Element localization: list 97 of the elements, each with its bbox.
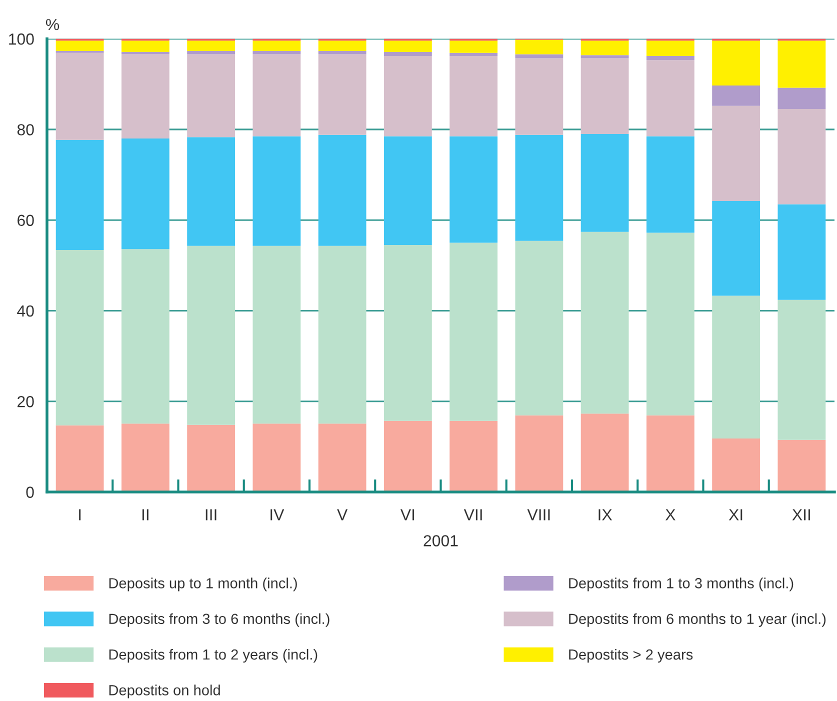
- bar: [187, 54, 236, 138]
- bar: [56, 40, 104, 52]
- bar: [712, 106, 760, 202]
- bar: [646, 415, 694, 492]
- x-tick-label: VIII: [527, 509, 550, 520]
- y-axis-title: %: [46, 18, 60, 30]
- y-tick-label: 40: [17, 305, 34, 317]
- bar: [515, 58, 564, 135]
- x-tick-label: XII: [792, 509, 810, 520]
- x-tick-label: X: [665, 509, 676, 520]
- bar: [712, 201, 760, 296]
- bar: [450, 420, 498, 492]
- bar: [384, 136, 432, 246]
- bar: [252, 51, 301, 54]
- bar: [187, 137, 236, 246]
- bar: [121, 424, 170, 492]
- x-tick-label: IX: [598, 509, 612, 520]
- y-tick-label: 100: [9, 33, 34, 45]
- bar: [318, 54, 366, 135]
- bar: [318, 246, 366, 424]
- bar: [580, 58, 629, 134]
- bar: [318, 134, 366, 246]
- bar: [121, 40, 170, 52]
- bar: [187, 424, 236, 492]
- bar: [515, 40, 564, 54]
- bar: [646, 40, 694, 56]
- bar: [712, 85, 760, 106]
- bar: [384, 420, 432, 492]
- x-tick-label: III: [206, 509, 216, 520]
- bar: [712, 296, 760, 439]
- legend-label: Depostits from 6 months to 1 year (incl.): [569, 613, 826, 627]
- bar: [515, 240, 564, 416]
- x-tick-label: I: [79, 509, 81, 520]
- bar: [580, 134, 629, 232]
- bar: [515, 415, 564, 492]
- y-tick-label: 20: [18, 396, 34, 408]
- bar: [450, 52, 498, 56]
- x-axis-title: 2001: [424, 535, 458, 546]
- bar: [778, 40, 826, 88]
- legend-label: Deposits up to 1 month (incl.): [109, 578, 297, 592]
- y-tick-label: 60: [18, 214, 34, 226]
- bar: [384, 56, 432, 136]
- x-tick-label: VI: [400, 509, 414, 520]
- bar: [384, 52, 432, 56]
- bar: [580, 414, 629, 492]
- legend-label: Deposits from 1 to 2 years (incl.): [109, 648, 318, 663]
- legend-label: Deposits from 3 to 6 months (incl.): [109, 613, 330, 627]
- x-tick-label: VII: [464, 509, 482, 520]
- bar: [778, 300, 826, 440]
- bar: [252, 424, 301, 492]
- bar: [384, 40, 432, 52]
- bar: [56, 425, 104, 492]
- bar: [187, 51, 236, 54]
- bar: [384, 245, 432, 421]
- bar: [318, 51, 366, 54]
- bar: [450, 40, 498, 53]
- bar: [252, 40, 301, 52]
- bar: [56, 140, 104, 250]
- bar: [515, 54, 564, 58]
- bar: [712, 40, 760, 86]
- bar: [646, 232, 694, 416]
- bar: [56, 250, 104, 426]
- bar: [646, 136, 694, 233]
- bar: [450, 136, 498, 243]
- x-tick-label: IV: [270, 509, 284, 520]
- bar: [56, 52, 104, 140]
- legend-label: Depostits > 2 years: [569, 648, 693, 663]
- bar: [450, 56, 498, 136]
- bar: [318, 40, 366, 52]
- bar: [252, 54, 301, 136]
- bar: [580, 55, 629, 58]
- bar: [187, 40, 236, 52]
- y-tick-label: 0: [26, 486, 34, 498]
- bar: [252, 136, 301, 246]
- bar: [778, 440, 826, 492]
- bar: [121, 54, 170, 139]
- bar: [121, 138, 170, 250]
- bar: [580, 40, 629, 56]
- bar: [450, 242, 498, 421]
- bar: [712, 438, 760, 492]
- x-tick-label: II: [142, 509, 148, 520]
- bar: [646, 60, 694, 136]
- x-tick-label: V: [337, 509, 348, 520]
- bar: [778, 204, 826, 300]
- legend-label: Depostits from 1 to 3 months (incl.): [569, 578, 794, 592]
- bar: [580, 232, 629, 414]
- legend-label: Depostits on hold: [109, 684, 220, 698]
- y-tick-label: 80: [17, 124, 34, 136]
- x-tick-label: XI: [728, 509, 742, 520]
- bar: [646, 56, 694, 60]
- bar: [515, 134, 564, 241]
- bar: [778, 88, 826, 110]
- bar: [778, 109, 826, 204]
- bar: [121, 249, 170, 424]
- bar: [187, 246, 236, 425]
- bar: [318, 424, 366, 492]
- bar: [252, 246, 301, 424]
